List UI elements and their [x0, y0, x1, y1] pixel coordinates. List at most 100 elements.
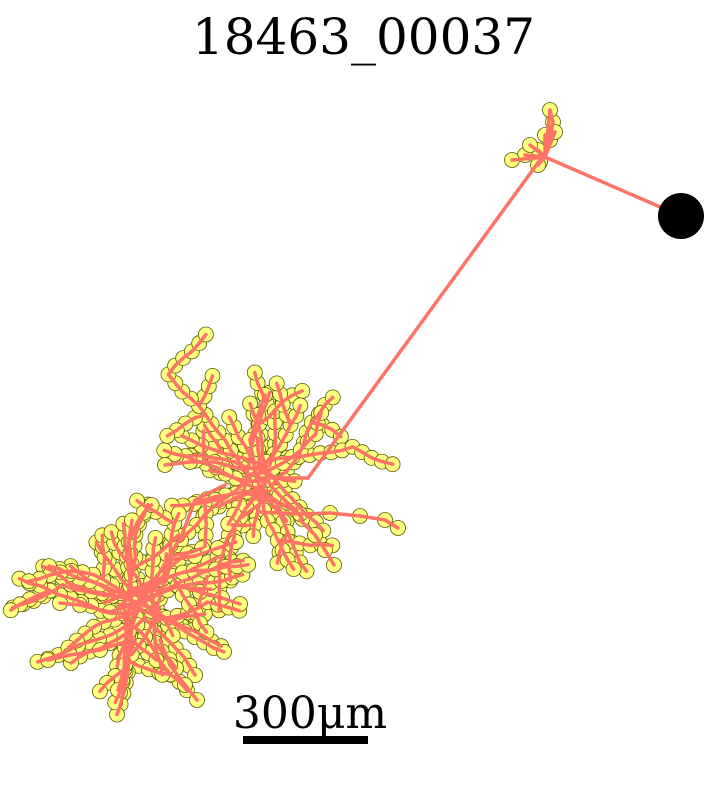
neurite-segment — [213, 564, 228, 572]
neurite-segment — [58, 593, 73, 600]
neurite-segment — [210, 456, 225, 461]
neurite-segment — [123, 543, 129, 559]
neurite-segment — [227, 545, 233, 561]
neurite-segment — [152, 629, 157, 645]
neurite-segment — [237, 492, 245, 507]
neurite-segment — [158, 638, 172, 667]
neurite-segment — [261, 497, 266, 513]
neurite-segment — [196, 600, 210, 610]
neurite-segment — [285, 500, 298, 512]
neurite-segment — [243, 481, 258, 490]
neurite-segment — [142, 600, 153, 613]
neurite-segment — [151, 536, 158, 551]
neurite-segment — [127, 540, 133, 555]
neurite-segment — [219, 575, 234, 583]
neurite-segment — [245, 489, 260, 495]
neurite-segment — [213, 460, 247, 472]
neurite-segment — [273, 420, 278, 436]
neurite-segment — [108, 636, 122, 645]
neurite-segment — [216, 602, 231, 610]
neurite-segment — [255, 381, 264, 395]
neurite-segment — [298, 439, 310, 452]
neurite-segment — [165, 428, 179, 438]
neurite-segment — [275, 550, 282, 565]
neurite-segment — [128, 551, 134, 566]
neurite-segment — [18, 597, 32, 607]
neurite-segment — [153, 596, 162, 611]
neurite-segment — [119, 577, 131, 589]
neurite-segment — [175, 421, 188, 432]
neurite-segment — [275, 481, 287, 494]
neurite-segment — [164, 618, 178, 627]
neurite-segment — [281, 478, 297, 484]
neurite-segment — [183, 629, 197, 639]
neurite-segment — [166, 363, 177, 377]
neurite-segment — [543, 130, 557, 159]
neurite-segment — [121, 681, 128, 696]
neurite-segment — [149, 609, 159, 622]
neurite-segment — [235, 562, 250, 568]
neurite-segment — [98, 582, 113, 591]
neurite-segment — [202, 384, 211, 399]
neurite-segment — [224, 564, 239, 569]
neurite-segment — [79, 585, 94, 594]
neurite-segment — [380, 459, 395, 466]
neurite-segment — [190, 546, 204, 554]
neurite-segment — [274, 381, 282, 396]
neurite-segment — [543, 155, 683, 218]
neurite-segment — [80, 570, 95, 577]
neurite-segment — [213, 493, 228, 502]
neurite-segment — [203, 413, 214, 426]
neurite-segment — [126, 623, 140, 634]
neurite-segment — [193, 611, 202, 626]
neurite-segment — [281, 393, 294, 404]
neurite-segment — [68, 596, 83, 604]
neurite-segment — [125, 554, 130, 570]
neurite-segment — [251, 523, 256, 538]
neurite-segment — [118, 691, 126, 706]
neurite-segment — [143, 625, 153, 639]
neurite-segment — [194, 497, 210, 504]
neurite-segment — [276, 469, 289, 480]
neurite-segment — [98, 638, 132, 652]
neurite-segment — [117, 550, 129, 563]
neurite-segment — [264, 456, 279, 464]
neurite-segment — [133, 522, 141, 537]
neurite-segment — [129, 644, 141, 657]
neurite-segment — [193, 546, 220, 558]
neurite-segment — [75, 631, 88, 643]
neurite-segment — [298, 560, 309, 574]
neurite-segment — [145, 593, 160, 602]
neurite-segment — [528, 143, 547, 159]
neurite-segment — [265, 519, 275, 532]
neurite-segment — [208, 579, 224, 585]
neurite-segment — [136, 635, 147, 648]
neurite-segment — [256, 447, 262, 462]
neurite-segment — [298, 511, 332, 516]
neurite-segment — [168, 554, 197, 562]
neurite-segment — [68, 648, 102, 657]
neurite-segment — [172, 452, 188, 458]
neurite-segment — [102, 555, 107, 570]
neurite-segment — [234, 489, 249, 496]
neurite-segment — [102, 617, 117, 624]
neurite-segment — [278, 392, 285, 407]
neurite-segment — [290, 389, 305, 398]
neurite-segment — [202, 423, 212, 437]
neurite-segment — [180, 624, 195, 632]
neurite-segment — [112, 541, 122, 555]
neurite-segment — [94, 540, 104, 554]
neurite-segment — [111, 594, 126, 600]
neurite-segment — [272, 442, 282, 456]
neurite-segment — [232, 425, 241, 439]
neurite-segment — [207, 374, 215, 389]
neurite-segment — [109, 530, 116, 545]
neurite-segment — [160, 541, 172, 553]
neurite-segment — [135, 498, 148, 509]
neurite-segment — [202, 500, 208, 516]
neurite-segment — [307, 451, 323, 457]
neurite-segment — [115, 702, 123, 717]
neurite-segment — [510, 155, 547, 162]
neurite-segment — [306, 432, 318, 444]
neurite-segment — [88, 579, 103, 587]
